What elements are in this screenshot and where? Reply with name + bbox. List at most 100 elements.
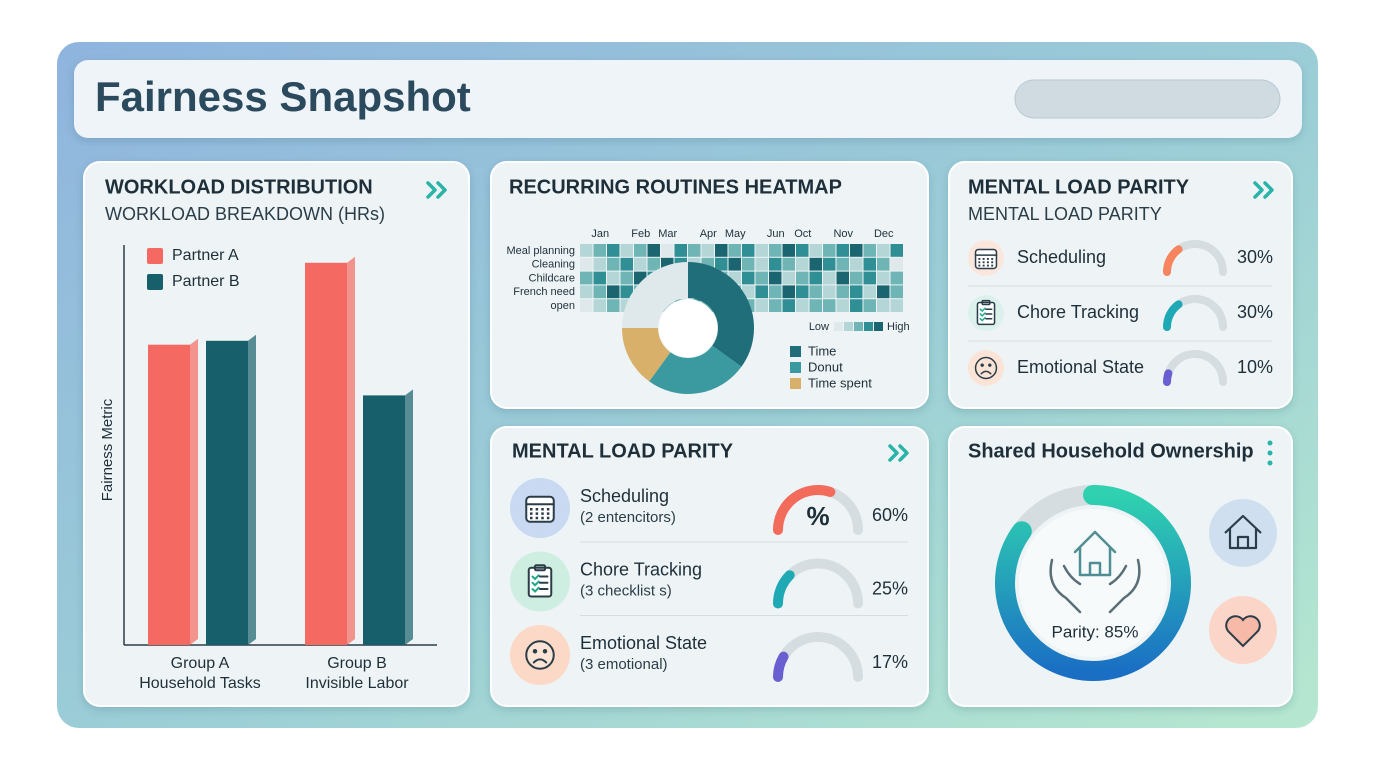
heat-cell [809,244,822,257]
heat-cell [836,257,849,271]
item-label: Scheduling [1017,247,1106,267]
heart-icon [1225,615,1261,648]
legend-label: Partner B [172,273,240,290]
heat-cell [796,257,809,271]
bar [206,340,248,645]
panel-title: Shared Household Ownership [968,440,1254,462]
item-value: 60% [872,505,908,525]
heat-cell [809,285,822,299]
heat-cell [796,299,809,312]
heat-cell [850,271,863,285]
heat-cell [769,299,782,312]
legend-scale-swatch [864,322,873,331]
gauge-fill [773,485,836,535]
heat-cell [782,271,795,285]
heat-cell [769,271,782,285]
heat-cell [715,244,728,257]
home-button[interactable] [1209,499,1277,567]
heat-cell [580,285,593,299]
calendar-icon [974,248,998,270]
icon-part [1049,558,1141,614]
legend-swatch [790,346,801,357]
icon-part [982,264,985,267]
month-label: Nov [833,228,853,240]
item-value: 30% [1237,302,1273,322]
month-label: Apr [700,228,717,240]
month-label: Jan [591,228,609,240]
clipboard-icon [976,299,996,326]
heat-cell [823,244,836,257]
month-label: May [725,228,746,240]
heat-cell [850,299,863,312]
heat-cell [755,299,768,312]
bar-side [248,334,256,645]
x-tick-sublabel: Invisible Labor [305,675,409,692]
icon-part [978,258,981,260]
heat-cell [877,299,890,312]
gauge-fill [1163,300,1183,331]
item-note: (3 checklist s) [580,582,672,599]
heat-cell [580,244,593,257]
bar [363,395,405,645]
heat-cell [728,244,741,257]
month-label: Dec [874,228,894,240]
item-label: Emotional State [1017,357,1144,377]
donut-segment [649,344,742,394]
heat-cell [877,271,890,285]
heat-cell [580,299,593,312]
search-box[interactable] [1014,79,1281,119]
clipboard-icon [527,564,553,598]
heat-cell [593,244,606,257]
heat-cell [688,244,701,257]
menu-dots[interactable] [1267,440,1273,466]
chevrons [426,181,1274,462]
icon-part [988,363,992,367]
icon-part [991,264,994,267]
expand-icon[interactable] [1253,181,1274,199]
legend-scale-swatch [874,322,883,331]
icon-part [978,261,981,264]
legend-swatch [147,248,163,264]
legend-label: Time [808,343,836,358]
heat-cell [755,257,768,271]
heat-cell [769,244,782,257]
legend-swatch [790,378,801,389]
heat-cell [863,299,876,312]
donut-segment [687,262,754,367]
panel-title: MENTAL LOAD PARITY [512,440,734,462]
heat-cell [755,271,768,285]
row-label: Meal planning [507,245,576,257]
gauge-fill [773,651,789,682]
legend-scale-swatch [844,322,853,331]
icon-part [980,363,984,367]
item-value: 30% [1237,247,1273,267]
icon-part [530,512,533,515]
heat-cell [620,271,633,285]
heat-cell [607,299,620,312]
expand-icon[interactable] [888,444,909,462]
heat-cell [769,285,782,299]
legend-label: Donut [808,359,843,374]
item-value: 17% [872,652,908,672]
heat-cell [850,285,863,299]
icon-part [986,264,989,267]
x-tick-sublabel: Household Tasks [139,675,261,692]
heat-cell [634,257,647,271]
heat-cell [796,271,809,285]
icon-part [541,512,544,515]
heat-cell [836,299,849,312]
gauge-symbol: % [806,501,829,531]
heat-cell [782,244,795,257]
icon-part [979,316,986,322]
icon-part [546,516,550,520]
icon-part [546,508,550,511]
icon-part [978,264,981,267]
icon-part [535,516,539,520]
legend-low: Low [809,321,829,333]
icon-part [525,640,555,670]
face-icon [974,356,998,380]
expand-icon[interactable] [426,181,447,199]
month-label: Jun [767,228,785,240]
heat-cell [836,271,849,285]
